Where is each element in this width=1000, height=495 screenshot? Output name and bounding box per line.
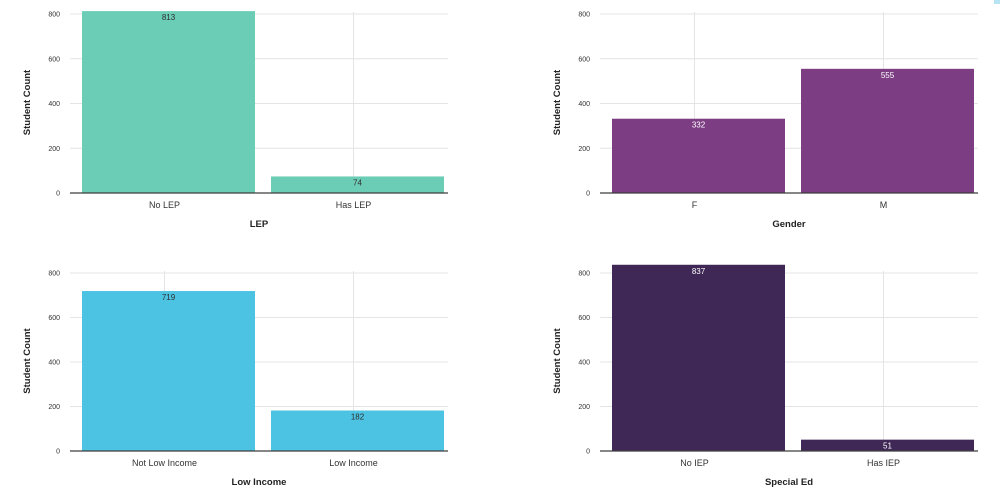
data-label: 813 — [162, 13, 176, 22]
y-tick-label: 400 — [578, 360, 590, 367]
y-tick-label: 400 — [48, 360, 60, 367]
x-axis-title: Special Ed — [765, 477, 813, 488]
bar-lep-0[interactable] — [82, 11, 255, 194]
bar-special-ed-1[interactable] — [801, 439, 974, 451]
x-axis-title: Low Income — [232, 477, 287, 488]
y-tick-label: 800 — [48, 271, 60, 278]
bar-gender-1[interactable] — [801, 68, 974, 193]
y-tick-label: 200 — [48, 146, 60, 153]
y-tick-label: 400 — [578, 101, 590, 108]
data-label: 74 — [353, 178, 362, 187]
bar-gender-0[interactable] — [612, 118, 785, 193]
y-tick-label: 800 — [578, 12, 590, 19]
data-label: 332 — [692, 121, 706, 130]
y-tick-label: 800 — [48, 12, 60, 19]
y-tick-label: 600 — [578, 315, 590, 322]
y-tick-label: 600 — [48, 56, 60, 63]
chart-low-income: 0 200 400 600 800 719 Not Low Income 182 Low Inc… — [22, 271, 448, 488]
data-label: 182 — [351, 413, 365, 422]
x-category-label: Has IEP — [867, 458, 900, 468]
y-tick-label: 200 — [578, 146, 590, 153]
y-tick-label: 0 — [586, 449, 590, 456]
x-axis-title: LEP — [250, 219, 269, 230]
x-category-label: Has LEP — [336, 200, 372, 210]
y-tick-label: 600 — [578, 56, 590, 63]
data-label: 555 — [881, 71, 895, 80]
x-category-label: Not Low Income — [132, 458, 197, 468]
data-label: 837 — [692, 267, 706, 276]
y-tick-label: 200 — [578, 404, 590, 411]
x-category-label: Low Income — [329, 458, 378, 468]
corner-accent — [994, 0, 1000, 4]
x-category-label: No LEP — [149, 200, 180, 210]
x-category-label: No IEP — [680, 458, 709, 468]
x-category-label: F — [692, 200, 698, 210]
x-axis-title: Gender — [772, 219, 806, 230]
y-tick-label: 0 — [56, 449, 60, 456]
bar-lep-1[interactable] — [271, 176, 444, 193]
chart-gender: 0 200 400 600 800 332 F 555 M Gender Student Count — [552, 12, 978, 230]
x-category-label: M — [880, 200, 888, 210]
bar-low-income-1[interactable] — [271, 410, 444, 451]
data-label: 51 — [883, 442, 892, 451]
y-tick-label: 800 — [578, 271, 590, 278]
chart-lep: 0 200 400 600 800 813 No LEP 74 Has LEP LEP Studen… — [22, 11, 448, 230]
y-axis-title: Student Count — [552, 327, 563, 393]
y-axis-title: Student Count — [22, 327, 33, 393]
y-tick-label: 0 — [586, 191, 590, 198]
chart-special-ed: 0 200 400 600 800 837 No IEP 51 Has IEP Special E… — [552, 264, 978, 488]
data-label: 719 — [162, 293, 176, 302]
y-tick-label: 400 — [48, 101, 60, 108]
y-tick-label: 0 — [56, 191, 60, 198]
y-tick-label: 200 — [48, 404, 60, 411]
bar-special-ed-0[interactable] — [612, 264, 785, 451]
bar-low-income-0[interactable] — [82, 291, 255, 451]
y-axis-title: Student Count — [552, 69, 563, 135]
y-tick-label: 600 — [48, 315, 60, 322]
y-axis-title: Student Count — [22, 69, 33, 135]
